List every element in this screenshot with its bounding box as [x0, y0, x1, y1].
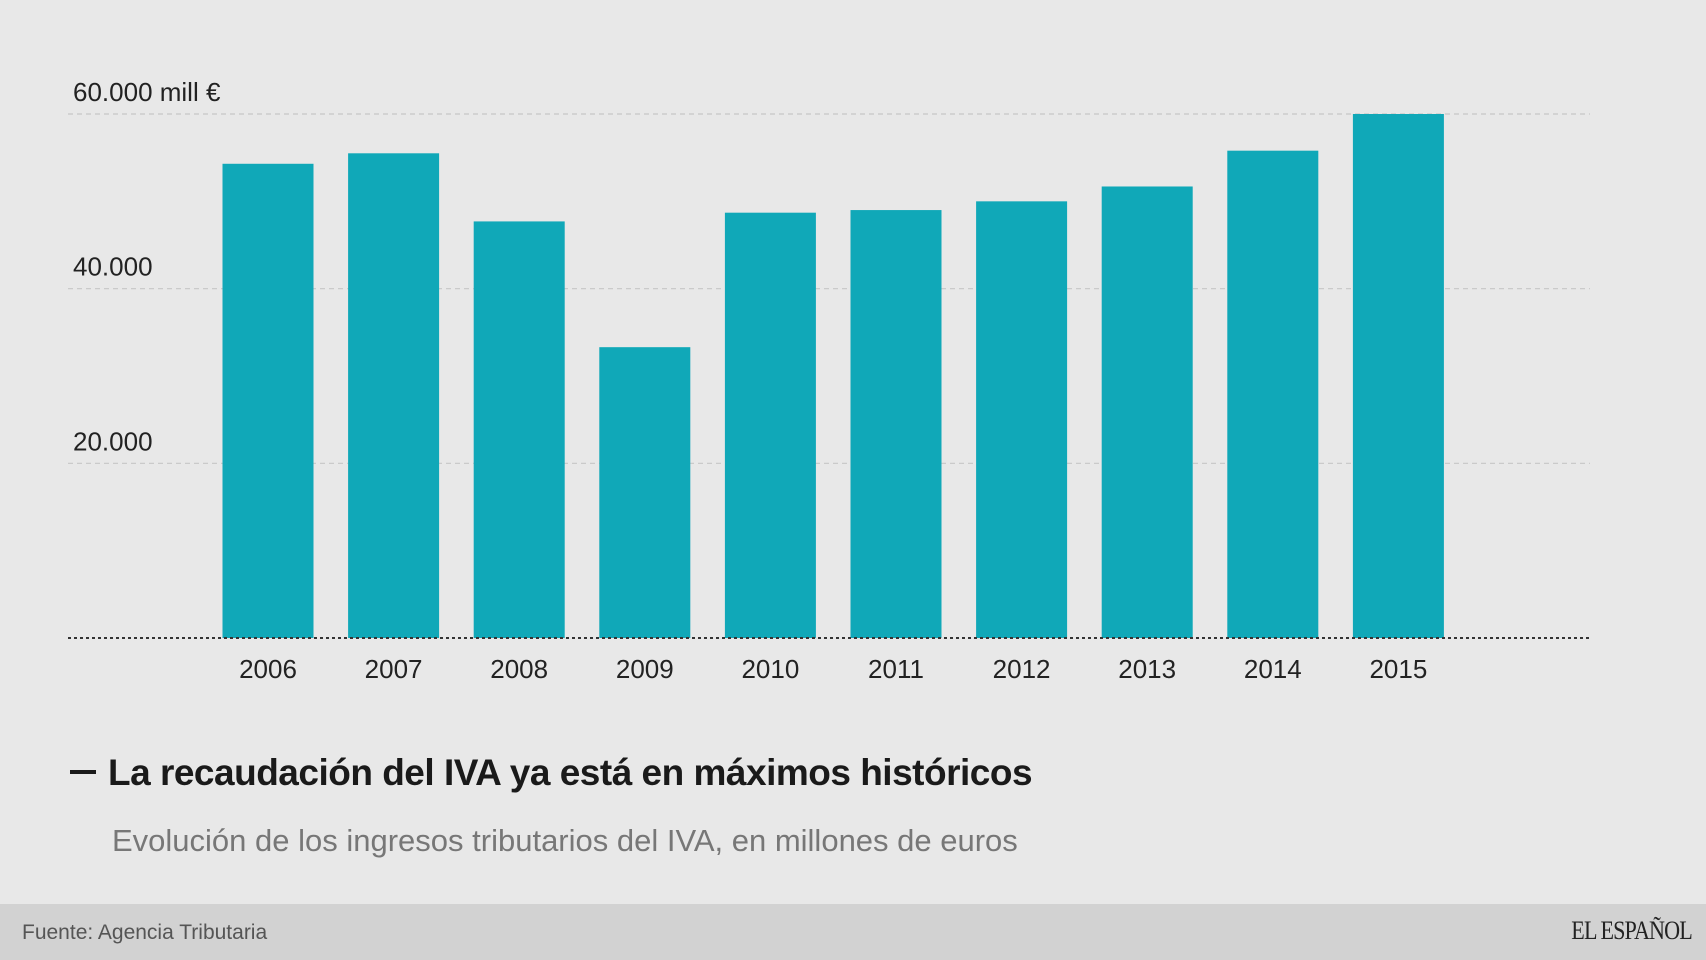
chart-subtitle: Evolución de los ingresos tributarios de…	[112, 823, 1018, 858]
x-tick-label: 2009	[616, 654, 674, 684]
title-dash-icon	[70, 770, 96, 775]
y-tick-label: 20.000	[73, 426, 153, 456]
chart-title-text: La recaudación del IVA ya está en máximo…	[108, 752, 1033, 793]
y-axis-labels: 20.000 40.000 60.000 mill €	[73, 77, 221, 456]
el-espanol-logo: EL ESPAÑOL	[1571, 916, 1692, 945]
x-axis-labels: 2006 2007 2008 2009 2010 2011 2012 2013 2014 2015	[239, 654, 1427, 684]
y-tick-label: 40.000	[73, 252, 153, 282]
x-tick-label: 2015	[1369, 654, 1427, 684]
bar-2015	[1352, 114, 1444, 638]
x-tick-label: 2008	[490, 654, 548, 684]
x-tick-label: 2014	[1244, 654, 1302, 684]
bar-2011	[850, 210, 942, 639]
bars	[222, 114, 1444, 639]
bar-2010	[724, 212, 816, 639]
x-tick-label: 2006	[239, 654, 297, 684]
bar-2014	[1227, 150, 1319, 638]
bar-2013	[1101, 186, 1193, 638]
bar-2006	[222, 163, 314, 638]
x-tick-label: 2010	[741, 654, 799, 684]
y-tick-label: 60.000 mill €	[73, 77, 221, 107]
bar-2009	[599, 347, 691, 638]
source-note: Fuente: Agencia Tributaria	[22, 921, 268, 944]
x-tick-label: 2012	[993, 654, 1051, 684]
x-tick-label: 2011	[868, 654, 924, 684]
gridlines	[68, 113, 1590, 464]
bar-2008	[473, 221, 565, 639]
x-tick-label: 2007	[365, 654, 423, 684]
x-tick-label: 2013	[1118, 654, 1176, 684]
bar-2012	[976, 201, 1068, 639]
footer-bar: Fuente: Agencia Tributaria EL ESPAÑOL	[0, 904, 1706, 960]
bar-2007	[348, 153, 440, 639]
chart-title: La recaudación del IVA ya está en máximo…	[70, 752, 1033, 794]
